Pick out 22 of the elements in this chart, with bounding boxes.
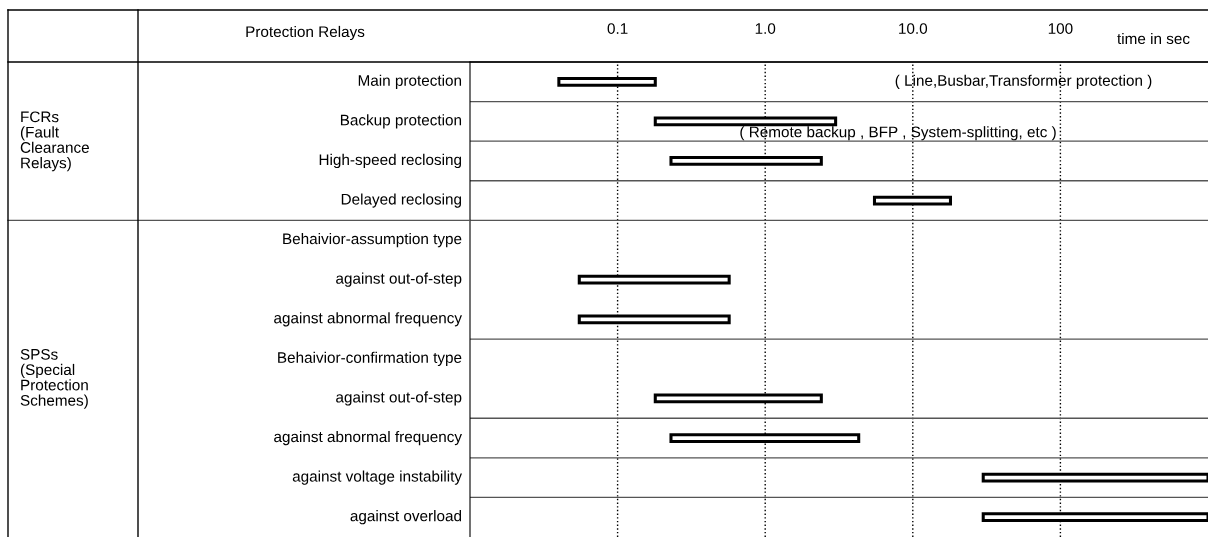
x-tick-label: 10.0 [899,23,928,34]
y-tick-label: High-speed reclosing [319,153,462,169]
annotation: ( Remote backup , BFP , System-splitting, etc ) [740,126,1056,141]
annotation: ( Line,Busbar,Transformer protection ) [895,74,1152,89]
y-tick-label: against out-of-step [336,272,462,287]
text: SPSs (Special Protection Schemes) [20,348,88,409]
y-tick-label: against voltage instability [292,470,462,485]
x-tick-label: 1.0 [755,23,776,34]
text: FCRs (Fault Clearance Relays) [20,111,89,172]
y-tick-label: Delayed reclosing [341,193,462,208]
y-tick-label: against out-of-step [336,391,462,406]
y-tick-label: Main protection [358,74,462,89]
y-tick-label: against abnormal frequency [274,312,462,327]
y-tick-label: Behaivior-confirmation type [278,351,462,366]
y-tick-label: Behaivior-assumption type [283,233,462,248]
y-tick-label: against overload [350,510,462,525]
x-tick-label: 100 [1048,23,1073,34]
x-tick-label: 0.1 [607,23,628,34]
x-axis-title: time in sec [1117,32,1190,45]
y-axis-title: Protection Relays [246,25,365,41]
y-tick-label: Backup protection [340,114,462,129]
y-tick-label: against abnormal frequency [274,430,462,446]
